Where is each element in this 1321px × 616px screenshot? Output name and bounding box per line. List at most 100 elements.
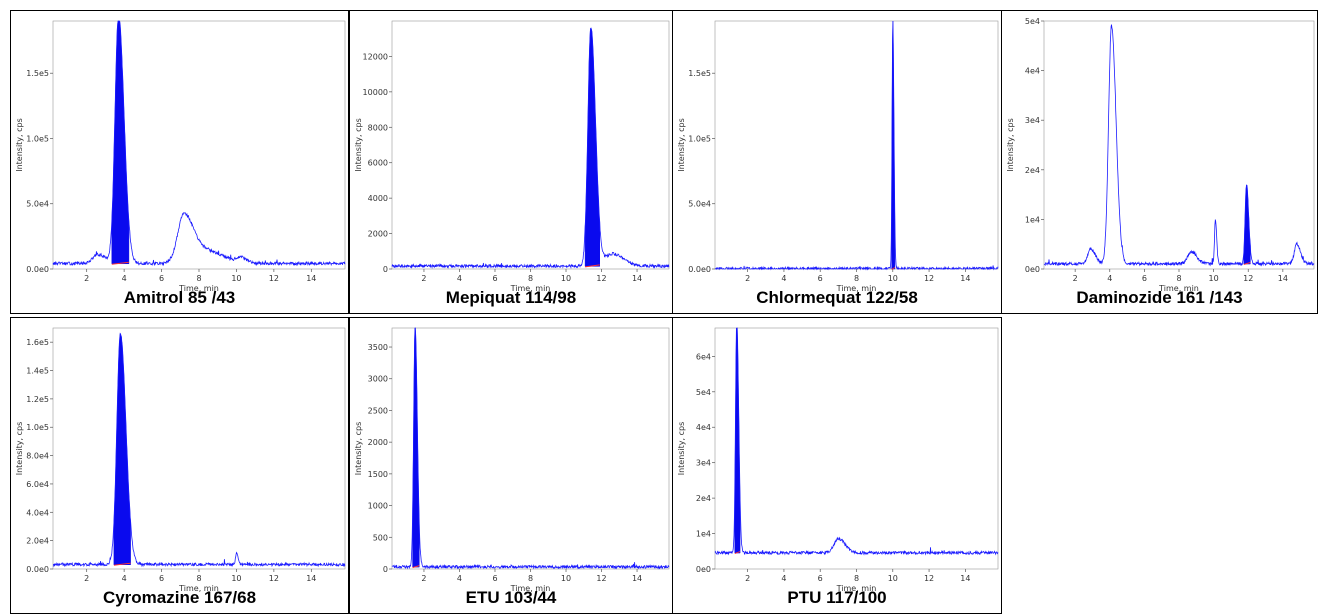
x-tick-label: 6 bbox=[818, 574, 823, 583]
y-tick-label: 4e4 bbox=[1025, 67, 1040, 76]
y-tick-label: 2.0e4 bbox=[26, 537, 49, 546]
x-tick-label: 12 bbox=[596, 274, 606, 283]
x-tick-label: 12 bbox=[1243, 274, 1253, 283]
x-tick-label: 8 bbox=[854, 274, 859, 283]
plot-frame bbox=[391, 20, 670, 270]
y-tick-label: 8.0e4 bbox=[26, 452, 49, 461]
y-axis-label: Intensity, cps bbox=[15, 118, 24, 172]
y-tick-label: 2e4 bbox=[1025, 166, 1040, 175]
x-tick-label: 2 bbox=[745, 274, 750, 283]
x-tick-label: 12 bbox=[596, 574, 606, 583]
x-tick-label: 4 bbox=[122, 274, 127, 283]
x-axis-label: Time, min bbox=[836, 584, 877, 593]
y-axis-label: Intensity, cps bbox=[1006, 118, 1015, 172]
x-axis-label: Time, min bbox=[1158, 284, 1199, 293]
chromatogram-plot: 0.0e0 2.0e4 4.0e4 6.0e4 8.0e4 1.0e5 1.2e5 1.4e5… bbox=[15, 327, 346, 593]
x-axis-label: Time, min bbox=[178, 584, 219, 593]
x-tick-label: 10 bbox=[561, 274, 571, 283]
y-tick-label: 1.2e5 bbox=[26, 395, 49, 404]
x-tick-label: 10 bbox=[888, 574, 898, 583]
panel-caption: Chlormequat 122/58 bbox=[756, 288, 918, 307]
x-tick-label: 2 bbox=[84, 274, 89, 283]
chromatogram-trace bbox=[391, 27, 670, 270]
x-tick-label: 2 bbox=[84, 574, 89, 583]
x-tick-label: 6 bbox=[492, 574, 497, 583]
x-tick-label: 4 bbox=[457, 274, 462, 283]
y-tick-label: 5e4 bbox=[696, 388, 711, 397]
y-tick-label: 3e4 bbox=[1025, 116, 1040, 125]
chromatogram-plot: 0 500 1000 1500 2000 2500 3000 3500 2 4 6 8 10 12 14 Ti… bbox=[354, 327, 670, 593]
chromatogram-plot: 0e0 1e4 2e4 3e4 4e4 5e4 6e4 2 4 6 8 10 12 14 Time, min… bbox=[677, 327, 999, 593]
x-tick-label: 14 bbox=[960, 574, 970, 583]
chromatogram-plot: 0 2000 4000 6000 8000 10000 12000 2 4 6 8 10 12 14 Tim… bbox=[354, 20, 670, 293]
x-tick-label: 6 bbox=[818, 274, 823, 283]
x-tick-label: 14 bbox=[960, 274, 970, 283]
y-tick-label: 3e4 bbox=[696, 459, 711, 468]
y-axis-label: Intensity, cps bbox=[677, 118, 686, 172]
y-tick-label: 6.0e4 bbox=[26, 480, 49, 489]
y-tick-label: 1.4e5 bbox=[26, 367, 49, 376]
y-tick-label: 12000 bbox=[363, 52, 388, 61]
x-tick-label: 8 bbox=[528, 274, 533, 283]
y-tick-label: 4000 bbox=[368, 194, 388, 203]
chromatogram-trace bbox=[715, 20, 999, 271]
chromatogram-trace bbox=[52, 20, 346, 267]
y-tick-label: 1500 bbox=[368, 470, 388, 479]
y-tick-label: 4e4 bbox=[696, 423, 711, 432]
x-tick-label: 6 bbox=[1142, 274, 1147, 283]
y-tick-label: 1000 bbox=[368, 502, 388, 511]
y-tick-label: 8000 bbox=[368, 123, 388, 132]
y-tick-label: 6000 bbox=[368, 159, 388, 168]
x-tick-label: 6 bbox=[492, 274, 497, 283]
panel-caption: Daminozide 161 /143 bbox=[1076, 288, 1243, 307]
x-tick-label: 2 bbox=[745, 574, 750, 583]
y-axis-label: Intensity, cps bbox=[15, 422, 24, 476]
y-tick-label: 2000 bbox=[368, 230, 388, 239]
integration-baseline bbox=[111, 261, 129, 265]
integration-baseline bbox=[113, 562, 131, 566]
y-axis-label: Intensity, cps bbox=[354, 422, 363, 476]
x-tick-label: 4 bbox=[781, 574, 786, 583]
x-tick-label: 6 bbox=[159, 274, 164, 283]
x-tick-label: 14 bbox=[1278, 274, 1288, 283]
y-tick-label: 5.0e4 bbox=[26, 200, 49, 209]
chromatogram-panel-amitrol: 0.0e0 5.0e4 1.0e5 1.5e5 2 4 6 8 10 12 14 Time, min I… bbox=[10, 10, 349, 314]
x-tick-label: 8 bbox=[528, 574, 533, 583]
chromatogram-plot: 0e0 1e4 2e4 3e4 4e4 5e4 2 4 6 8 10 12 14 Time, min Int… bbox=[1006, 17, 1315, 293]
y-tick-label: 0e0 bbox=[696, 565, 711, 574]
y-tick-label: 3500 bbox=[368, 343, 388, 352]
panel-caption: Amitrol 85 /43 bbox=[123, 288, 236, 307]
chromatogram-panel-etu: 0 500 1000 1500 2000 2500 3000 3500 2 4 6 8 10 12 14 Ti… bbox=[349, 317, 673, 614]
chromatogram-trace bbox=[714, 327, 999, 556]
y-tick-label: 6e4 bbox=[696, 352, 711, 361]
y-tick-label: 1.6e5 bbox=[26, 338, 49, 347]
x-tick-label: 10 bbox=[1209, 274, 1219, 283]
x-tick-label: 12 bbox=[269, 274, 279, 283]
x-tick-label: 10 bbox=[231, 574, 241, 583]
y-tick-label: 0e0 bbox=[1025, 265, 1040, 274]
y-tick-label: 1e4 bbox=[1025, 215, 1040, 224]
panel-caption: Mepiquat 114/98 bbox=[445, 288, 577, 307]
x-tick-label: 4 bbox=[781, 274, 786, 283]
x-tick-label: 6 bbox=[159, 574, 164, 583]
y-tick-label: 2e4 bbox=[696, 494, 711, 503]
integration-baseline bbox=[734, 551, 741, 555]
y-axis-label: Intensity, cps bbox=[677, 422, 686, 476]
y-tick-label: 0 bbox=[383, 265, 388, 274]
panel-caption: Cyromazine 167/68 bbox=[102, 588, 257, 607]
x-tick-label: 10 bbox=[888, 274, 898, 283]
x-tick-label: 14 bbox=[306, 574, 316, 583]
x-tick-label: 4 bbox=[122, 574, 127, 583]
x-tick-label: 10 bbox=[231, 274, 241, 283]
plot-frame bbox=[714, 327, 999, 570]
chromatogram-panel-ptu: 0e0 1e4 2e4 3e4 4e4 5e4 6e4 2 4 6 8 10 12 14 Time, min… bbox=[672, 317, 1002, 614]
y-tick-label: 0.0e0 bbox=[26, 265, 49, 274]
chromatogram-plot: 0.0e0 5.0e4 1.0e5 1.5e5 2 4 6 8 10 12 14 Time, min I… bbox=[15, 20, 346, 293]
y-tick-label: 1.0e5 bbox=[688, 134, 711, 143]
x-tick-label: 2 bbox=[421, 274, 426, 283]
x-tick-label: 14 bbox=[306, 274, 316, 283]
y-tick-label: 1.5e5 bbox=[26, 69, 49, 78]
chromatogram-trace bbox=[52, 332, 346, 568]
chromatogram-panel-cyromazine: 0.0e0 2.0e4 4.0e4 6.0e4 8.0e4 1.0e5 1.2e5 1.4e5… bbox=[10, 317, 349, 614]
x-tick-label: 12 bbox=[924, 274, 934, 283]
